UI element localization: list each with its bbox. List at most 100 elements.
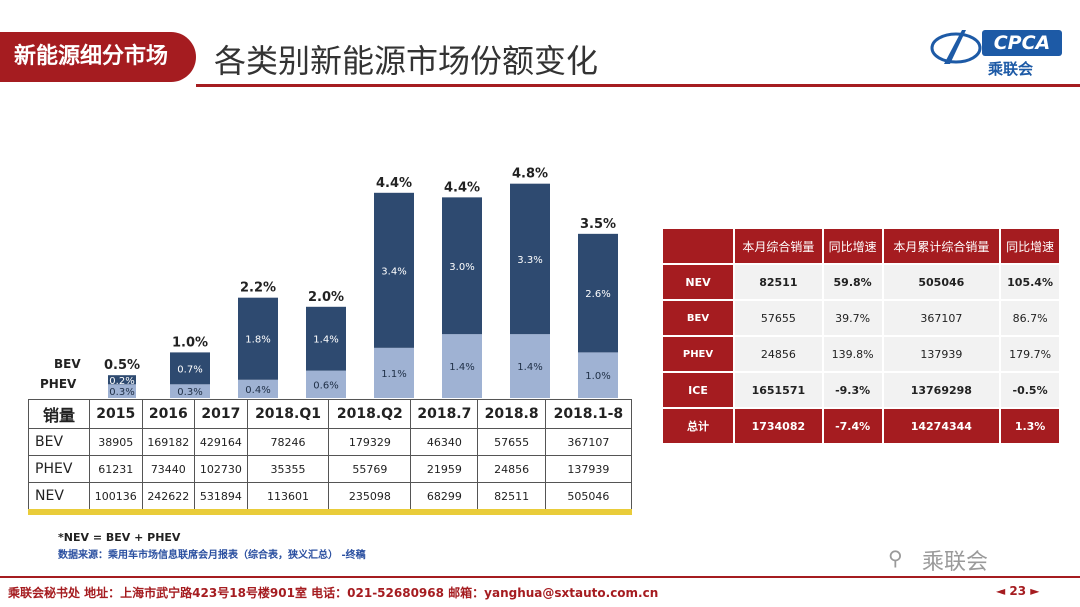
summary-row-label: ICE [663,373,733,407]
table-cell: 137939 [544,455,633,483]
table-cell: 21959 [410,455,479,483]
summary-row: ICE 1651571 -9.3% 13769298 -0.5% [663,373,1059,407]
table-cell: 367107 [544,428,633,456]
table-cell: 24856 [477,455,546,483]
table-cell: 113601 [246,482,330,510]
col-header: 2018.1-8 [544,399,633,429]
series-label-phev: PHEV [40,377,77,391]
bar-total-label: 4.8% [512,167,548,182]
summary-cell: 24856 [735,337,822,371]
bar-data-label: 1.4% [313,335,338,346]
summary-cell: 86.7% [1001,301,1059,335]
table-cell: 38905 [89,428,143,456]
bar-total-label: 1.0% [172,335,208,350]
table-cell: 46340 [410,428,479,456]
summary-row-label: NEV [663,265,733,299]
summary-row: BEV 57655 39.7% 367107 86.7% [663,301,1059,335]
bar-total-label: 4.4% [444,180,480,195]
summary-table: 本月综合销量 同比增速 本月累计综合销量 同比增速 NEV 82511 59.8… [661,227,1061,445]
bar-total-label: 0.5% [104,358,140,373]
summary-row: PHEV 24856 139.8% 137939 179.7% [663,337,1059,371]
table-row: BEV 38905 169182 429164 78246 179329 463… [28,428,633,456]
summary-cell: 179.7% [1001,337,1059,371]
bar-total-label: 3.5% [580,217,616,232]
table-row: NEV 100136 242622 531894 113601 235098 6… [28,482,633,510]
bar-bev [238,297,278,380]
table-cell: 55769 [328,455,412,483]
wechat-icon: ⚲ [888,546,903,570]
col-header: 2018.Q1 [246,399,330,429]
bar-data-label: 0.7% [177,364,202,375]
bar-phev [578,352,618,398]
summary-cell: -0.5% [1001,373,1059,407]
logo-cn-text: 乘联会 [988,60,1034,78]
bar-bev [510,183,550,335]
share-chart: 0.3%0.2%0.5%0.3%0.7%1.0%0.4%1.8%2.2%0.6%… [40,167,618,398]
col-header: 2015 [89,399,143,429]
bar-data-label: 3.4% [381,266,406,277]
logo-emblem-icon [930,30,982,64]
summary-row-label: PHEV [663,337,733,371]
page-title: 各类别新能源市场份额变化 [214,42,599,80]
table-cell: 242622 [141,482,196,510]
bar-data-label: 0.2% [109,376,134,387]
table-cell: 68299 [410,482,479,510]
summary-cell: 1734082 [735,409,822,443]
bar-data-label: 1.0% [585,371,610,382]
bar-data-label: 1.1% [381,369,406,380]
summary-cell: 13769298 [883,373,1000,407]
row-label: PHEV [28,455,90,483]
summary-cell: -9.3% [823,373,882,407]
summary-row-label: 总计 [663,409,733,443]
bar-phev [374,347,414,398]
bar-data-label: 0.3% [109,387,134,398]
bar-phev [108,384,136,398]
bar-data-label: 3.0% [449,262,474,273]
summary-row-label: BEV [663,301,733,335]
row-label: NEV [28,482,90,510]
summary-cell: 367107 [883,301,1000,335]
bar-bev [108,375,136,385]
formula-note: *NEV = BEV + PHEV [58,531,181,544]
summary-col-header: 同比增速 [823,229,882,263]
bar-phev [306,370,346,398]
bar-bev [374,192,414,348]
summary-header: 本月综合销量 同比增速 本月累计综合销量 同比增速 [663,229,1059,263]
bar-bev [306,306,346,371]
table-cell: 57655 [477,428,546,456]
summary-total-row: 总计 1734082 -7.4% 14274344 1.3% [663,409,1059,443]
bar-phev [238,379,278,398]
source-note: 数据来源：乘用车市场信息联席会月报表（综合表，狭义汇总） -终稿 [58,550,366,561]
series-label-bev: BEV [54,357,81,371]
table-cell: 78246 [246,428,330,456]
table-cell: 82511 [477,482,546,510]
summary-cell: 14274344 [883,409,1000,443]
bar-data-label: 3.3% [517,255,542,266]
footer-divider [0,576,1080,578]
table-cell: 505046 [544,482,633,510]
bar-phev [442,334,482,398]
summary-cell: 137939 [883,337,1000,371]
cpca-logo: CPCA 乘联会 [928,24,1068,78]
table-cell: 102730 [194,455,248,483]
summary-cell: 1.3% [1001,409,1059,443]
sales-table: 销量 2015 2016 2017 2018.Q1 2018.Q2 2018.7… [28,399,633,510]
table-cell: 61231 [89,455,143,483]
summary-cell: 39.7% [823,301,882,335]
section-tag: 新能源细分市场 [0,32,196,82]
bar-data-label: 2.6% [585,289,610,300]
page-nav[interactable]: ◄ 23 ► [996,584,1040,598]
table-cell: 35355 [246,455,330,483]
sales-table-header: 销量 2015 2016 2017 2018.Q1 2018.Q2 2018.7… [28,399,633,429]
summary-cell: 505046 [883,265,1000,299]
summary-row: NEV 82511 59.8% 505046 105.4% [663,265,1059,299]
col-header: 2018.Q2 [328,399,412,429]
summary-cell: 105.4% [1001,265,1059,299]
bar-data-label: 1.4% [517,362,542,373]
watermark: 乘联会 [922,550,989,575]
col-header: 2017 [194,399,248,429]
logo-text: CPCA [982,30,1062,56]
footer-contact: 乘联会秘书处 地址：上海市武宁路423号18号楼901室 电话：021-5268… [8,586,659,600]
bar-total-label: 2.2% [240,281,276,296]
bar-data-label: 1.4% [449,362,474,373]
